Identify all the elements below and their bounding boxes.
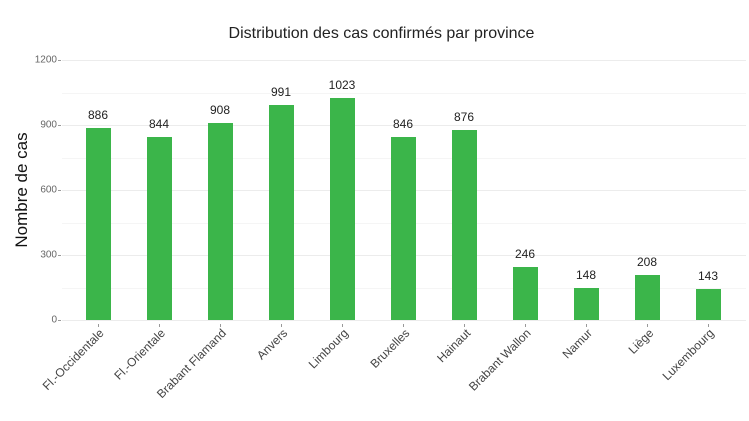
chart-title: Distribution des cas confirmés par provi… [228,25,535,42]
y-tick-mark [58,255,61,256]
x-tick-label: Brabant Wallon [466,326,534,394]
x-tick-label: Luxembourg [659,326,717,384]
x-tick-mark [464,324,465,327]
x-tick-label: Limbourg [305,326,351,372]
y-tick-label: 1200 [34,54,57,66]
y-tick-mark [58,190,61,191]
x-tick-mark [647,324,648,327]
value-label: 208 [636,254,658,269]
bar [512,266,538,320]
value-label: 876 [453,110,475,125]
x-tick-label: Hainaut [433,326,473,366]
x-tick-mark [586,324,587,327]
x-tick-label: Bruxelles [367,326,412,371]
value-label: 908 [209,103,231,118]
x-tick-label: Anvers [253,326,290,363]
x-tick-label: Fl.-Orientale [111,326,168,383]
y-axis-label: Nombre de cas [12,132,31,248]
x-tick-mark [708,324,709,327]
major-gridline [62,125,746,126]
value-label: 143 [697,269,719,284]
x-tick-mark [220,324,221,327]
value-label: 1023 [328,78,356,93]
x-tick-mark [403,324,404,327]
x-tick-mark [281,324,282,327]
major-gridline [62,60,746,61]
bar [329,98,355,320]
value-label: 991 [270,85,292,100]
y-tick-label: 0 [51,314,57,326]
x-tick-label: Namur [559,326,595,362]
y-tick-mark [58,60,61,61]
bar [695,289,721,320]
x-tick-mark [525,324,526,327]
bar [146,137,172,320]
y-tick-mark [58,125,61,126]
x-tick-mark [98,324,99,327]
y-tick-label: 900 [40,119,57,131]
bar [390,136,416,320]
bar [573,287,599,320]
value-label: 148 [575,267,597,282]
y-tick-mark [58,320,61,321]
value-label: 886 [87,108,109,123]
bar [451,130,477,320]
x-tick-mark [342,324,343,327]
value-label: 246 [514,246,536,261]
x-tick-label: Liège [625,326,656,357]
y-tick-label: 600 [40,184,57,196]
bar [634,274,660,320]
y-tick-label: 300 [40,249,57,261]
value-label: 846 [392,116,414,131]
bar [207,123,233,320]
bar [268,105,294,320]
x-tick-mark [159,324,160,327]
major-gridline [62,320,746,321]
bar [85,128,111,320]
value-label: 844 [148,117,170,132]
x-tick-label: Fl.-Occidentale [39,326,107,394]
minor-gridline [62,92,746,94]
